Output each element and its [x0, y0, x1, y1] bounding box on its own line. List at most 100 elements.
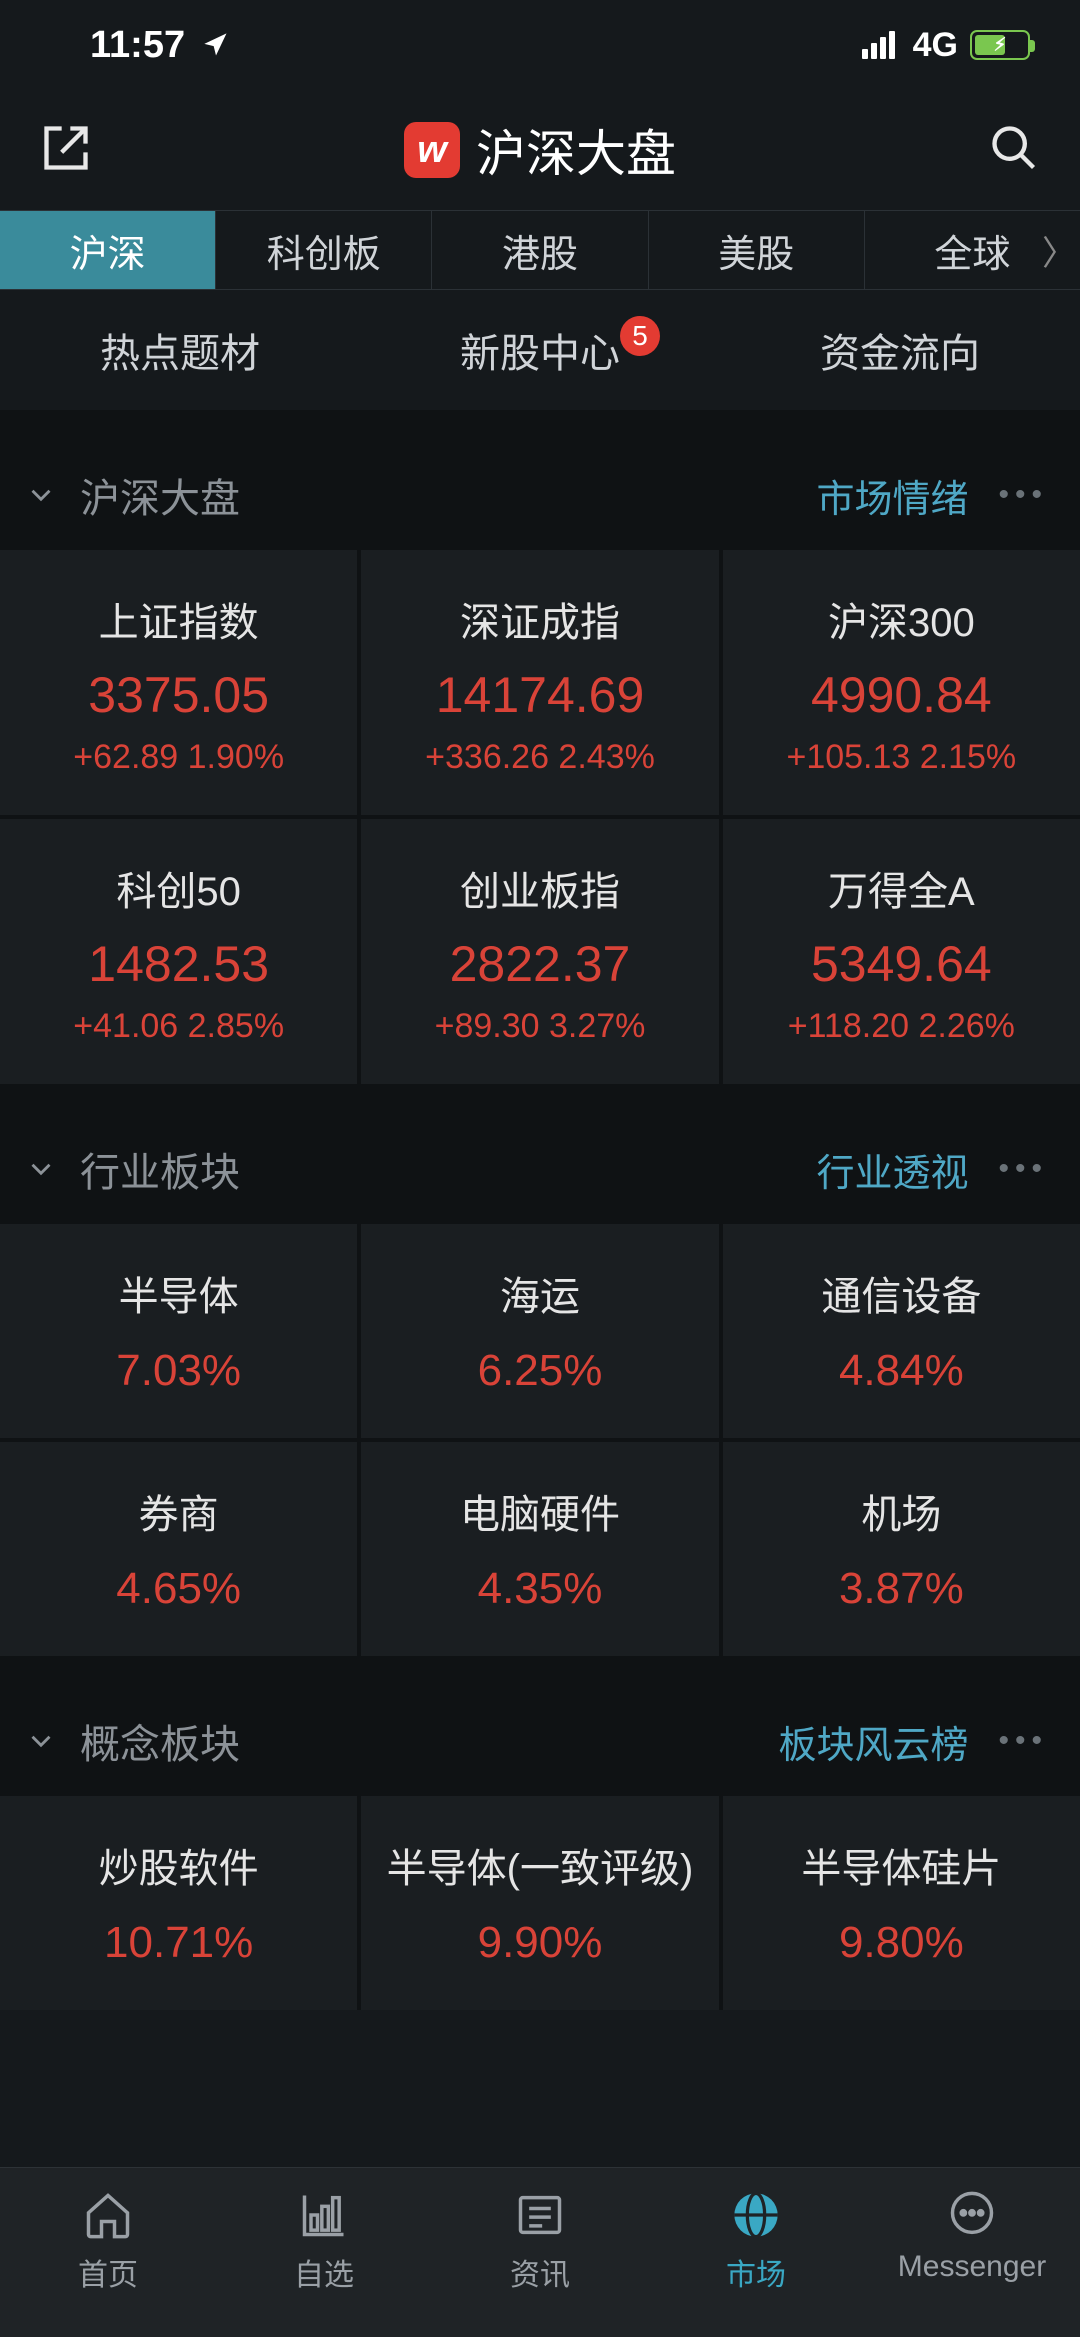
- signal-icon: [862, 31, 895, 59]
- sector-pct: 7.03%: [10, 1346, 347, 1396]
- market-tab-3[interactable]: 美股: [649, 211, 865, 289]
- sector-pct: 9.80%: [733, 1918, 1070, 1968]
- status-right: 4G ⚡︎: [862, 26, 1030, 65]
- index-change: +89.30 3.27%: [371, 1007, 708, 1046]
- globe-icon: [730, 2190, 782, 2240]
- sector-pct: 9.90%: [371, 1918, 708, 1968]
- nav-label: 资讯: [510, 2250, 570, 2294]
- index-cell[interactable]: 沪深300 4990.84 +105.13 2.15%: [723, 550, 1080, 815]
- section-link-concept[interactable]: 板块风云榜: [778, 1714, 968, 1769]
- index-name: 深证成指: [371, 590, 708, 648]
- more-icon[interactable]: •••: [998, 1724, 1048, 1758]
- index-cell[interactable]: 上证指数 3375.05 +62.89 1.90%: [0, 550, 357, 815]
- section-title: 概念板块: [80, 1712, 240, 1770]
- badge: 5: [620, 316, 660, 356]
- section-title: 沪深大盘: [80, 466, 240, 524]
- index-name: 上证指数: [10, 590, 347, 648]
- nav-item-news[interactable]: 资讯: [432, 2168, 648, 2337]
- section-header-concept[interactable]: 概念板块 板块风云榜 •••: [0, 1686, 1080, 1796]
- sector-cell[interactable]: 电脑硬件 4.35%: [361, 1442, 718, 1656]
- section-link-sentiment[interactable]: 市场情绪: [816, 468, 968, 523]
- sector-cell[interactable]: 半导体硅片 9.80%: [723, 1796, 1080, 2010]
- index-change: +105.13 2.15%: [733, 738, 1070, 777]
- index-value: 2822.37: [371, 935, 708, 993]
- sub-nav-item-1[interactable]: 新股中心5: [360, 290, 720, 410]
- sector-name: 通信设备: [733, 1264, 1070, 1322]
- nav-item-chat[interactable]: Messenger: [864, 2168, 1080, 2337]
- nav-item-home[interactable]: 首页: [0, 2168, 216, 2337]
- app-header: w 沪深大盘: [0, 90, 1080, 210]
- sector-name: 半导体: [10, 1264, 347, 1322]
- sector-cell[interactable]: 半导体(一致评级) 9.90%: [361, 1796, 718, 2010]
- sector-pct: 4.65%: [10, 1564, 347, 1614]
- sector-cell[interactable]: 半导体 7.03%: [0, 1224, 357, 1438]
- share-button[interactable]: [40, 122, 92, 179]
- index-value: 4990.84: [733, 666, 1070, 724]
- index-name: 创业板指: [371, 859, 708, 917]
- market-tab-2[interactable]: 港股: [432, 211, 648, 289]
- sector-name: 半导体硅片: [733, 1836, 1070, 1894]
- index-name: 沪深300: [733, 590, 1070, 648]
- more-icon[interactable]: •••: [998, 478, 1048, 512]
- network-label: 4G: [913, 26, 958, 65]
- nav-label: 自选: [294, 2250, 354, 2294]
- index-name: 万得全A: [733, 859, 1070, 917]
- section-header-indices[interactable]: 沪深大盘 市场情绪 •••: [0, 440, 1080, 550]
- index-cell[interactable]: 深证成指 14174.69 +336.26 2.43%: [361, 550, 718, 815]
- section-link-industry[interactable]: 行业透视: [816, 1142, 968, 1197]
- index-change: +336.26 2.43%: [371, 738, 708, 777]
- sector-pct: 4.84%: [733, 1346, 1070, 1396]
- industry-grid: 半导体 7.03% 海运 6.25% 通信设备 4.84% 券商 4.65% 电脑硬件 4.35%…: [0, 1224, 1080, 1656]
- bottom-nav: 首页 自选 资讯 市场 Messenger: [0, 2167, 1080, 2337]
- nav-label: 市场: [726, 2250, 786, 2294]
- sub-nav-item-2[interactable]: 资金流向: [720, 290, 1080, 410]
- market-tab-1[interactable]: 科创板: [216, 211, 432, 289]
- search-button[interactable]: [988, 122, 1040, 179]
- chevron-down-icon: [24, 1152, 58, 1186]
- sector-name: 半导体(一致评级): [371, 1836, 708, 1894]
- nav-label: 首页: [78, 2250, 138, 2294]
- status-time: 11:57: [90, 24, 230, 67]
- app-logo: w: [404, 122, 460, 178]
- market-tabs: 沪深科创板港股美股全球〉: [0, 210, 1080, 290]
- market-tab-4[interactable]: 全球〉: [865, 211, 1080, 289]
- sector-cell[interactable]: 海运 6.25%: [361, 1224, 718, 1438]
- sector-cell[interactable]: 机场 3.87%: [723, 1442, 1080, 1656]
- nav-item-globe[interactable]: 市场: [648, 2168, 864, 2337]
- section-title: 行业板块: [80, 1140, 240, 1198]
- market-tab-0[interactable]: 沪深: [0, 211, 216, 289]
- sector-cell[interactable]: 炒股软件 10.71%: [0, 1796, 357, 2010]
- index-change: +62.89 1.90%: [10, 738, 347, 777]
- sector-name: 电脑硬件: [371, 1482, 708, 1540]
- sector-cell[interactable]: 通信设备 4.84%: [723, 1224, 1080, 1438]
- sector-pct: 10.71%: [10, 1918, 347, 1968]
- index-grid: 上证指数 3375.05 +62.89 1.90% 深证成指 14174.69 +336.…: [0, 550, 1080, 1084]
- sector-name: 炒股软件: [10, 1836, 347, 1894]
- chevron-down-icon: [24, 1724, 58, 1758]
- index-value: 3375.05: [10, 666, 347, 724]
- sector-pct: 4.35%: [371, 1564, 708, 1614]
- index-value: 14174.69: [371, 666, 708, 724]
- index-cell[interactable]: 创业板指 2822.37 +89.30 3.27%: [361, 819, 718, 1084]
- sector-pct: 6.25%: [371, 1346, 708, 1396]
- nav-item-chart[interactable]: 自选: [216, 2168, 432, 2337]
- index-value: 5349.64: [733, 935, 1070, 993]
- sub-nav-item-0[interactable]: 热点题材: [0, 290, 360, 410]
- index-name: 科创50: [10, 859, 347, 917]
- sector-cell[interactable]: 券商 4.65%: [0, 1442, 357, 1656]
- sector-name: 机场: [733, 1482, 1070, 1540]
- sector-pct: 3.87%: [733, 1564, 1070, 1614]
- more-icon[interactable]: •••: [998, 1152, 1048, 1186]
- sector-name: 海运: [371, 1264, 708, 1322]
- index-value: 1482.53: [10, 935, 347, 993]
- home-icon: [82, 2190, 134, 2240]
- sector-name: 券商: [10, 1482, 347, 1540]
- chart-icon: [298, 2190, 350, 2240]
- concept-grid: 炒股软件 10.71% 半导体(一致评级) 9.90% 半导体硅片 9.80%: [0, 1796, 1080, 2010]
- index-cell[interactable]: 科创501482.53+41.06 2.85%: [0, 819, 357, 1084]
- news-icon: [514, 2190, 566, 2240]
- index-cell[interactable]: 万得全A5349.64+118.20 2.26%: [723, 819, 1080, 1084]
- chat-icon: [946, 2190, 998, 2240]
- chevron-down-icon: [24, 478, 58, 512]
- section-header-industry[interactable]: 行业板块 行业透视 •••: [0, 1114, 1080, 1224]
